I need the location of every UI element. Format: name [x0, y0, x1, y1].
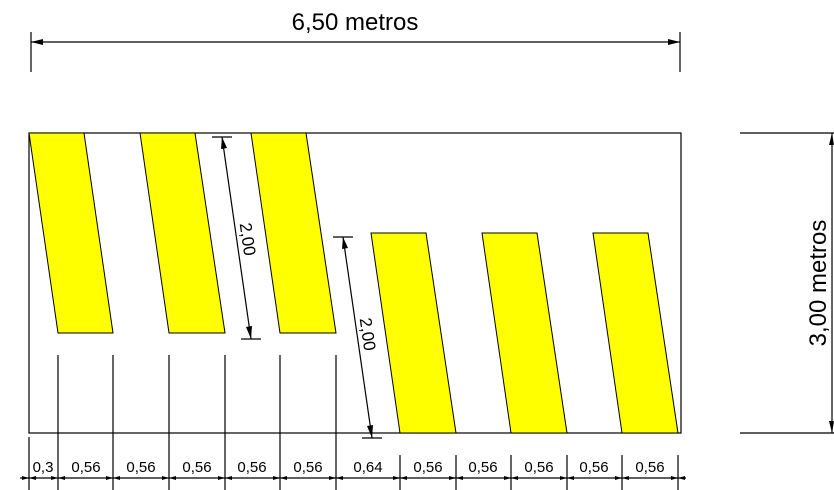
upper-stripe-length-dimension: 2,00: [212, 136, 261, 340]
lower-stripe: [370, 232, 457, 434]
crosswalk-outline: [28, 132, 682, 434]
upper-stripe: [139, 132, 226, 334]
spacing-label: 0,56: [635, 459, 664, 476]
spacing-label: 0,56: [126, 459, 155, 476]
spacing-label: 0,56: [182, 459, 211, 476]
spacing-label: 0,64: [353, 459, 382, 476]
upper-stripe-length-label: 2,00: [236, 221, 260, 256]
width-label: 6,50 metros: [292, 9, 419, 36]
spacing-label: 0,56: [468, 459, 497, 476]
upper-stripe: [250, 132, 337, 334]
spacing-label: 0,3: [33, 459, 54, 476]
width-dimension: 6,50 metros: [30, 9, 681, 72]
lower-stripe-length-dimension: 2,00: [333, 236, 382, 439]
lower-stripe: [592, 232, 679, 434]
spacing-label: 0,56: [579, 459, 608, 476]
spacing-label: 0,56: [524, 459, 553, 476]
spacing-label: 0,56: [293, 459, 322, 476]
upper-stripe: [28, 132, 114, 334]
lower-stripe: [481, 232, 568, 434]
bottom-spacing-dimensions: 0,3 0,56 0,56 0,56 0,56 0,56 0,64 0,56 0…: [20, 355, 686, 490]
height-label: 3,00 metros: [805, 220, 832, 347]
spacing-label: 0,56: [237, 459, 266, 476]
spacing-label: 0,56: [413, 459, 442, 476]
height-dimension: 3,00 metros: [740, 132, 834, 434]
spacing-label: 0,56: [71, 459, 100, 476]
lower-stripe-length-label: 2,00: [356, 316, 380, 351]
